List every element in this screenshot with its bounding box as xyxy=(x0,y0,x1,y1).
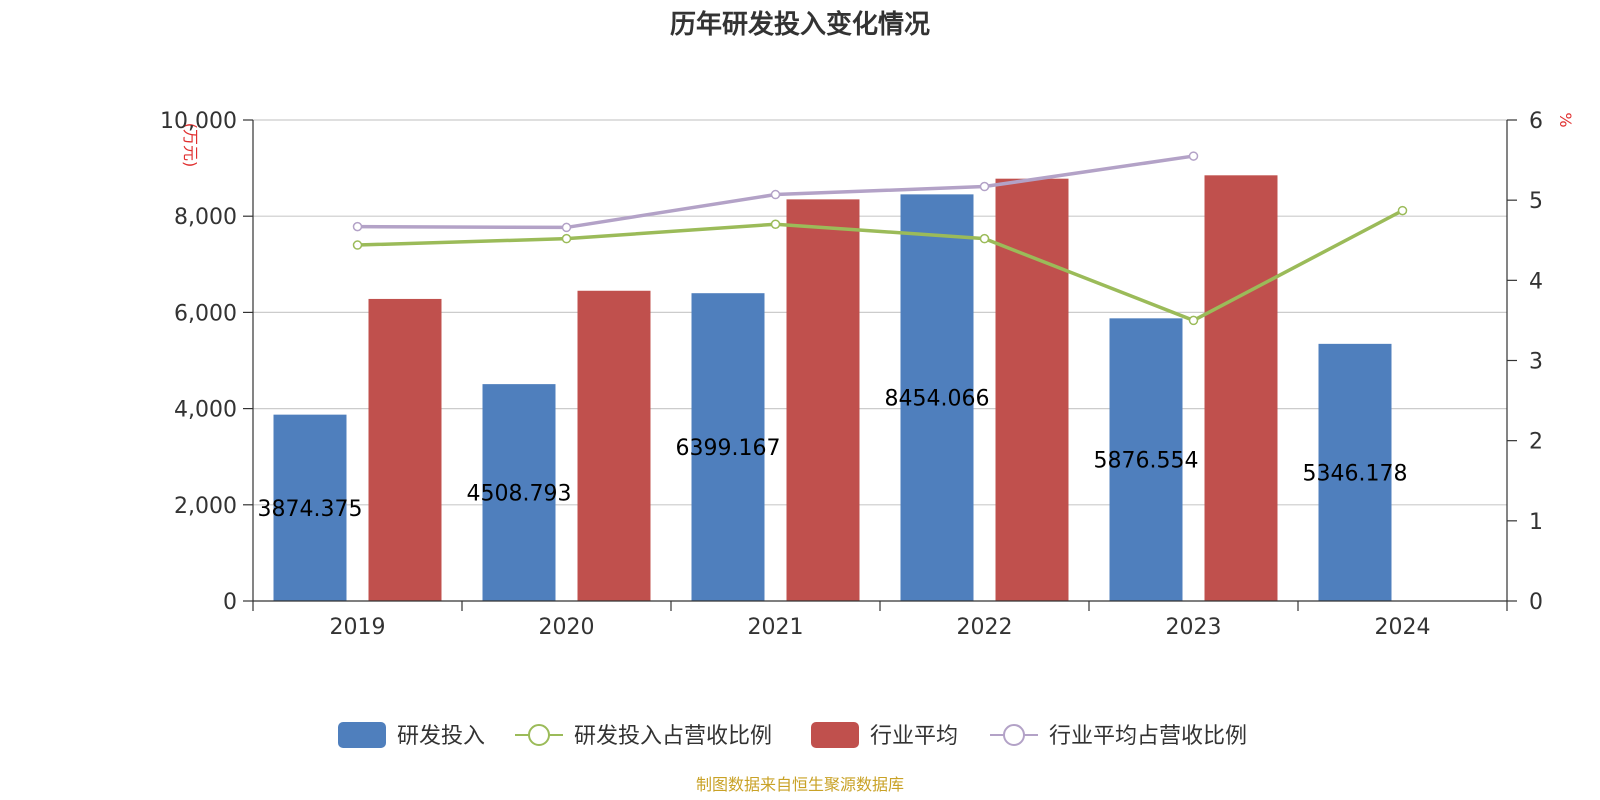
data-label-rd-investment: 3874.375 xyxy=(258,497,363,522)
bar-rd-investment xyxy=(1318,343,1392,601)
bar-rd-investment xyxy=(691,293,765,601)
bar-industry-average xyxy=(368,298,442,601)
x-axis-tick-label: 2021 xyxy=(748,615,804,640)
right-axis-tick-label: 3 xyxy=(1529,350,1543,375)
left-axis-tick-label: 2,000 xyxy=(174,494,237,519)
legend: 研发投入 研发投入占营收比例 行业平均 行业平均占营收比例 xyxy=(338,722,1247,749)
right-axis-unit: % xyxy=(1556,112,1575,127)
legend-swatch xyxy=(338,722,386,748)
data-label-rd-investment: 5346.178 xyxy=(1303,461,1408,486)
bar-industry-average xyxy=(995,178,1069,601)
point-line-rd-ratio xyxy=(1397,205,1408,216)
data-label-rd-investment: 4508.793 xyxy=(467,482,572,507)
right-axis-tick-label: 6 xyxy=(1529,109,1543,134)
legend-label: 研发投入占营收比例 xyxy=(574,724,772,749)
legend-swatch xyxy=(811,722,859,748)
gridlines xyxy=(253,119,1507,506)
legend-label: 行业平均 xyxy=(870,724,958,749)
bar-industry-average xyxy=(1204,175,1278,601)
axes-layer: 0 2,000 4,000 6,000 8,000 10,000 0 1 2 3 4 5 6 2019 20… xyxy=(160,109,1543,640)
right-axis-tick-label: 5 xyxy=(1529,189,1543,214)
point-line-rd-ratio xyxy=(770,219,781,229)
left-axis-tick-label: 4,000 xyxy=(174,398,237,423)
point-line-industry-ratio xyxy=(1188,151,1199,161)
left-axis-tick-label: 8,000 xyxy=(174,205,237,230)
right-axis-tick-label: 4 xyxy=(1529,269,1543,294)
bar-rd-investment xyxy=(482,384,556,601)
legend-label: 研发投入 xyxy=(397,724,485,749)
x-axis-tick-label: 2023 xyxy=(1166,615,1222,640)
lines-layer xyxy=(352,151,1408,326)
legend-marker xyxy=(528,724,550,746)
bar-rd-investment xyxy=(273,414,347,601)
point-line-industry-ratio xyxy=(979,181,990,192)
point-line-industry-ratio xyxy=(561,222,572,233)
point-line-rd-ratio xyxy=(979,233,990,244)
left-axis-tick-label: 0 xyxy=(223,590,237,615)
left-axis-unit: (万元) xyxy=(181,123,200,168)
bar-industry-average xyxy=(577,290,651,601)
bar-industry-average xyxy=(786,199,860,602)
source-note: 制图数据来自恒生聚源数据库 xyxy=(696,775,904,794)
x-axis-tick-label: 2019 xyxy=(330,615,386,640)
data-label-rd-investment: 8454.066 xyxy=(885,387,990,412)
left-axis-tick-label: 6,000 xyxy=(174,301,237,326)
chart-title: 历年研发投入变化情况 xyxy=(670,9,930,40)
x-axis-tick-label: 2024 xyxy=(1375,615,1431,640)
data-label-rd-investment: 6399.167 xyxy=(676,436,781,461)
bar-rd-investment xyxy=(900,194,974,601)
point-line-rd-ratio xyxy=(561,233,572,244)
bar-rd-investment xyxy=(1109,318,1183,601)
right-axis-tick-label: 2 xyxy=(1529,430,1543,455)
point-line-rd-ratio xyxy=(1188,315,1199,326)
point-line-industry-ratio xyxy=(352,221,363,232)
legend-label: 行业平均占营收比例 xyxy=(1049,724,1247,749)
left-axis-tick-label: 10,000 xyxy=(160,109,237,134)
data-label-rd-investment: 5876.554 xyxy=(1094,449,1199,474)
point-line-industry-ratio xyxy=(770,189,781,200)
x-axis-tick-label: 2020 xyxy=(539,615,595,640)
x-axis-tick-label: 2022 xyxy=(957,615,1013,640)
right-axis-tick-label: 0 xyxy=(1529,590,1543,615)
right-axis-tick-label: 1 xyxy=(1529,510,1543,535)
legend-marker xyxy=(1003,724,1025,746)
point-line-rd-ratio xyxy=(352,240,363,250)
bars-layer xyxy=(273,175,1392,602)
data-labels-layer: 3874.375 4508.793 6399.167 8454.066 5876.554… xyxy=(258,387,1408,522)
line-rd-ratio xyxy=(357,209,1404,323)
